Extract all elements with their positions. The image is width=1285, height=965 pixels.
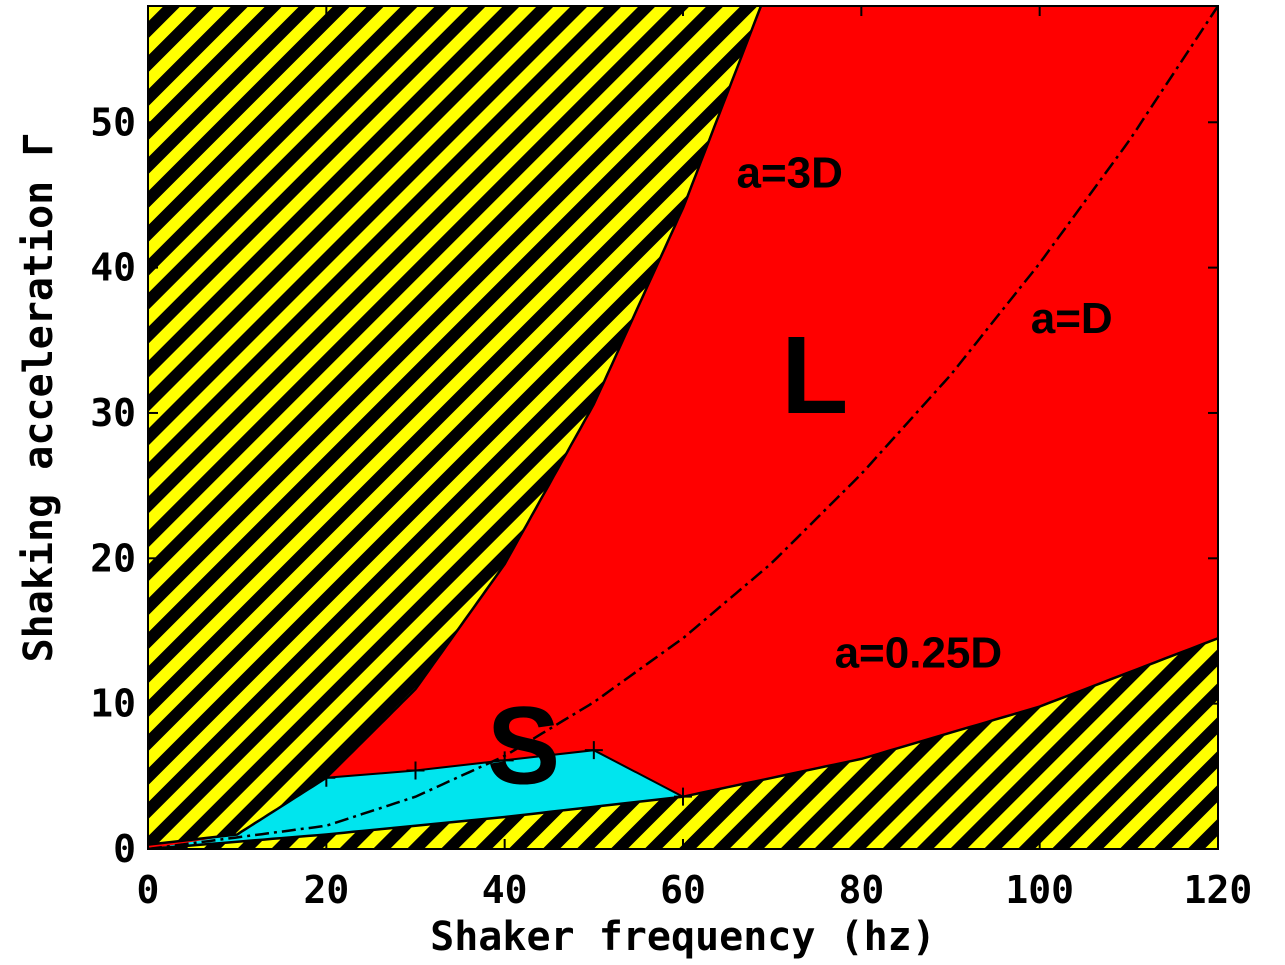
x-tick-label: 100 xyxy=(1005,868,1074,912)
x-tick-label: 80 xyxy=(838,868,884,912)
data-point-marker-4 xyxy=(584,741,603,760)
y-axis-title: Shaking acceleration Γ xyxy=(16,133,62,663)
data-point-marker-2 xyxy=(406,761,425,780)
y-tick-label: 10 xyxy=(90,682,136,726)
curve-a-3d xyxy=(148,6,763,846)
y-tick-label: 20 xyxy=(90,536,136,580)
x-tick-label: 40 xyxy=(482,868,528,912)
y-tick-label: 40 xyxy=(90,246,136,290)
y-tick-label: 50 xyxy=(90,100,136,144)
x-tick-label: 20 xyxy=(303,868,349,912)
region-label-s: S xyxy=(487,685,560,808)
y-tick-label: 30 xyxy=(90,391,136,435)
x-tick-label: 120 xyxy=(1184,868,1253,912)
x-axis-title: Shaker frequency (hz) xyxy=(430,914,936,960)
region-l-fill xyxy=(148,6,1218,849)
y-tick-label: 0 xyxy=(113,827,136,871)
x-tick-label: 60 xyxy=(660,868,706,912)
label-a-3d: a=3D xyxy=(737,149,843,198)
data-point-marker-1 xyxy=(317,768,336,787)
label-a-0-25d: a=0.25D xyxy=(835,628,1003,677)
data-point-marker-3 xyxy=(495,751,514,770)
region-s-fill xyxy=(148,750,683,849)
x-tick-label: 0 xyxy=(137,868,160,912)
data-point-marker-5 xyxy=(674,787,692,806)
label-a-d: a=D xyxy=(1031,294,1113,343)
region-label-l: L xyxy=(781,314,848,437)
